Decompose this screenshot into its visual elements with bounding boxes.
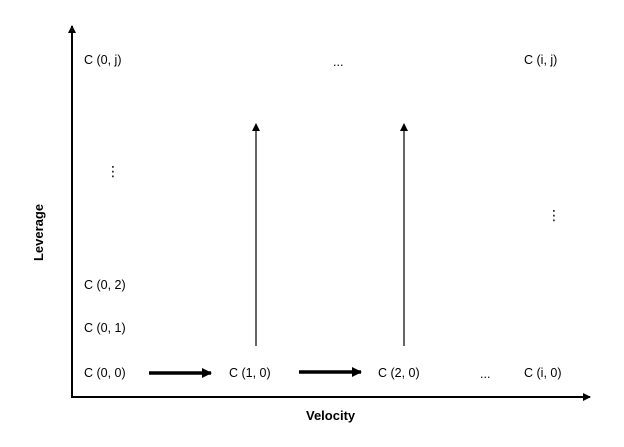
cell-label-ci0: C (i, 0) [524, 366, 562, 380]
cell-label-cij: C (i, j) [524, 53, 558, 67]
x-axis-label: Velocity [306, 408, 356, 423]
cell-label-c10: C (1, 0) [229, 366, 271, 380]
top-row-ellipsis: ... [333, 55, 344, 69]
cell-label-c02: C (0, 2) [84, 278, 126, 292]
cell-label-c0j: C (0, j) [84, 53, 122, 67]
cell-label-c20: C (2, 0) [378, 366, 420, 380]
left-column-ellipsis: ⋮ [106, 163, 120, 179]
cell-label-c01: C (0, 1) [84, 321, 126, 335]
cell-label-c00: C (0, 0) [84, 366, 126, 380]
right-column-ellipsis: ⋮ [547, 207, 561, 223]
y-axis-label: Leverage [31, 203, 47, 262]
bottom-row-ellipsis: ... [480, 367, 491, 381]
